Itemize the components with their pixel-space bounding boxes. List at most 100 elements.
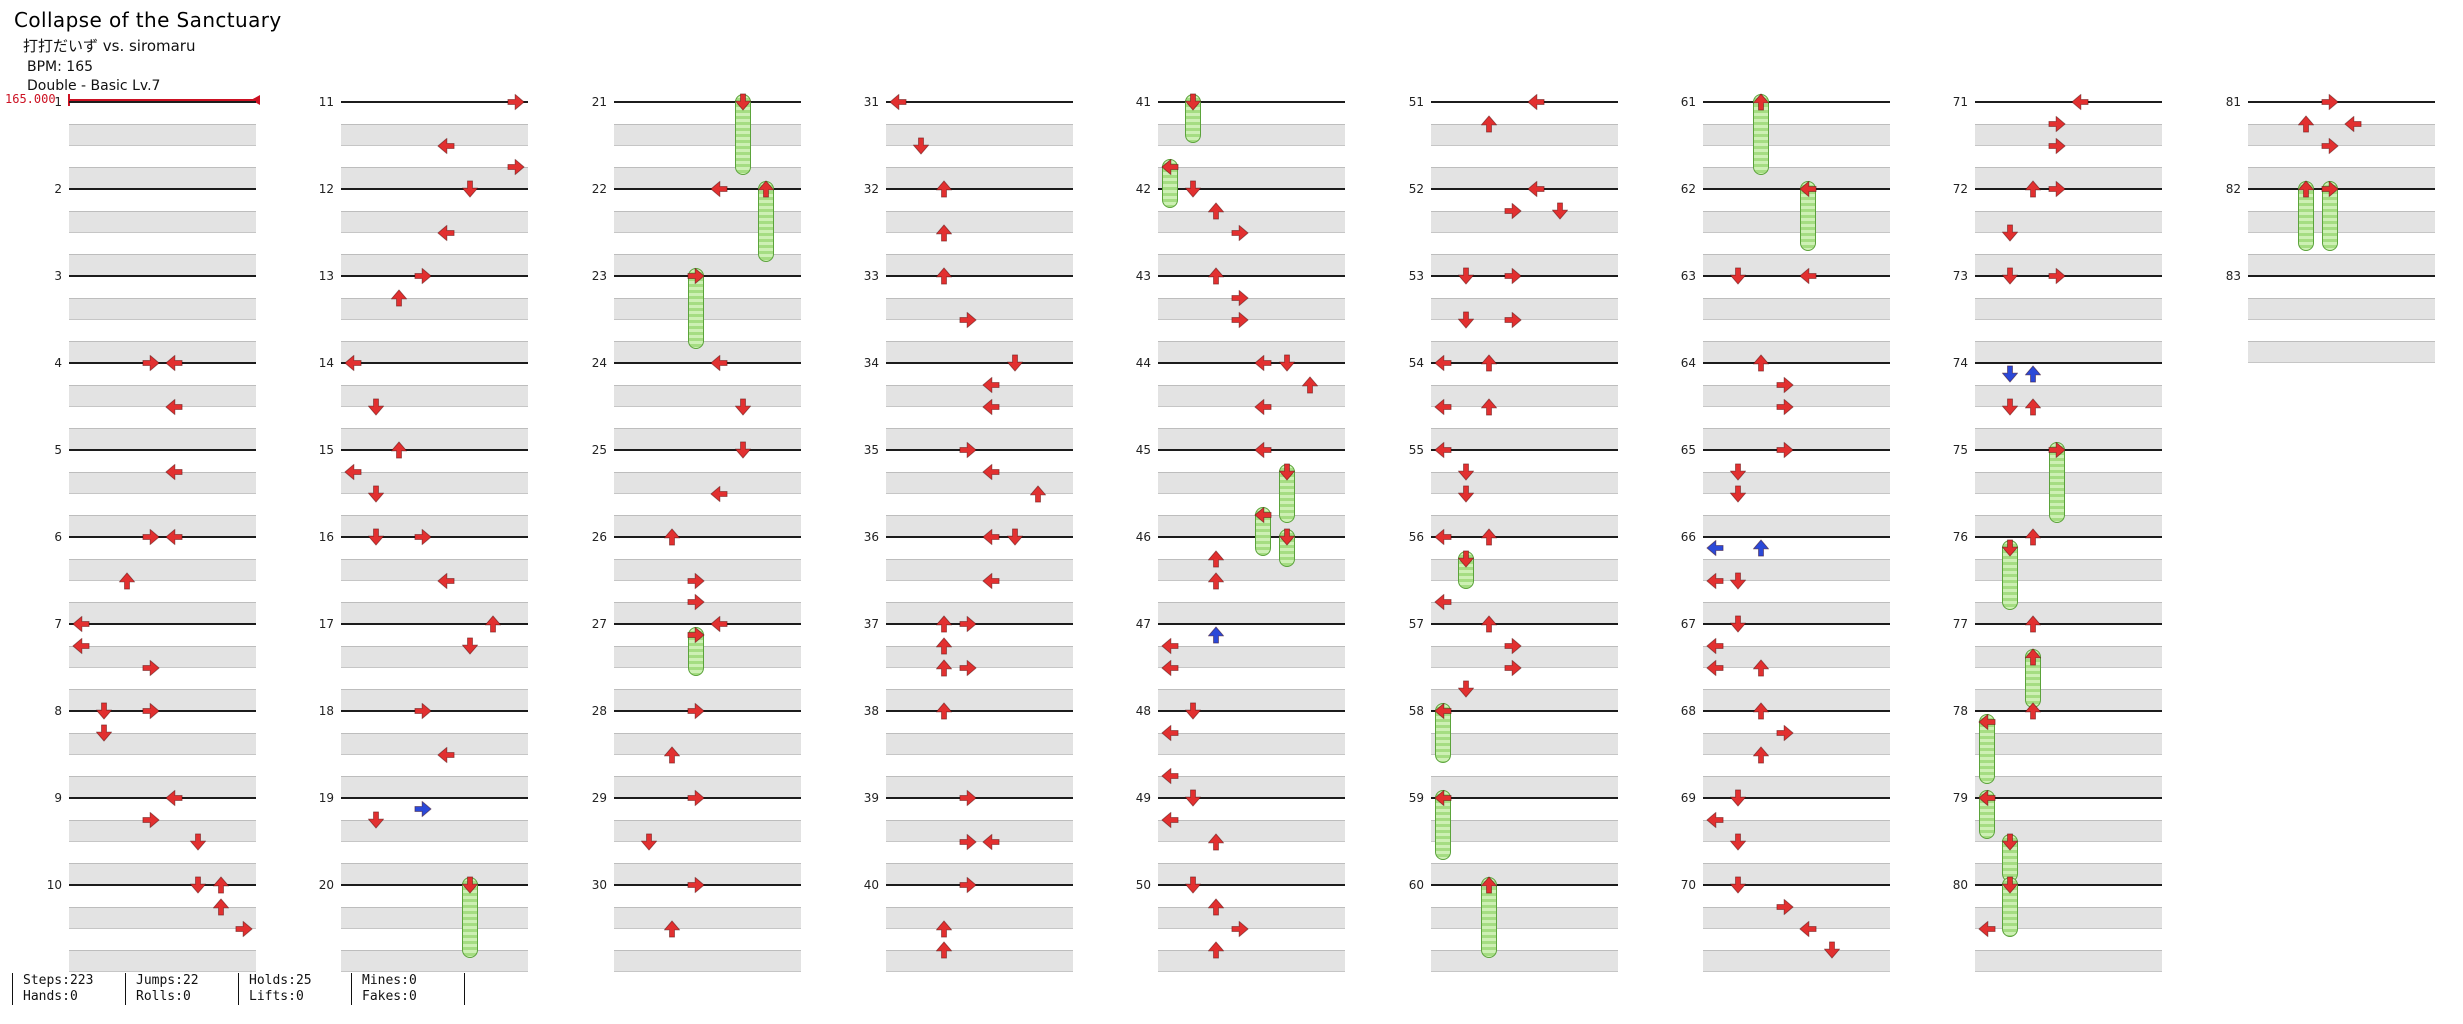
arrow-icon [72,637,90,654]
beat-row [1431,297,1618,320]
measure-number: 3 [54,269,62,283]
beat-row [1975,341,2162,363]
arrow-icon [1457,484,1475,503]
measure-line [1703,710,1890,712]
arrow-icon [710,180,728,198]
beat-row [614,798,801,820]
arrow-note [1504,311,1522,329]
arrow-note [189,876,207,894]
measure-line [69,710,256,712]
beat-row [341,102,528,124]
arrow-note [1006,354,1024,372]
measure-number: 39 [863,791,879,805]
measure-number: 41 [1135,95,1151,109]
beat-row [886,581,1073,603]
arrow-note [2297,115,2315,133]
arrow-icon [2025,702,2042,720]
arrow-note [687,876,705,894]
arrow-note [1776,398,1794,416]
arrow-icon [1776,898,1794,915]
beat-row [69,102,256,124]
arrow-icon [391,289,408,307]
arrow-icon [1006,528,1023,546]
beat-row [614,102,801,124]
beat-row [1158,233,1345,255]
beat-row [69,407,256,429]
arrow-icon [1208,571,1225,590]
arrow-icon [461,637,478,655]
measure-line [1975,884,2162,886]
arrow-note [959,659,977,677]
arrow-icon [1799,920,1817,937]
beat-row [1703,146,1890,168]
arrow-note [687,789,705,807]
arrow-icon [687,594,705,611]
arrow-icon [1161,724,1179,741]
beat-row [341,233,528,255]
beat-row [1431,645,1618,668]
beat-row [1431,384,1618,407]
arrow-icon [142,659,160,676]
beat-row [1703,950,1890,972]
stat-rolls: Rolls:0 [136,989,191,1004]
beat-row [614,341,801,363]
arrow-note [959,311,977,329]
arrow-note [1161,767,1179,785]
beat-row [341,645,528,668]
arrow-icon [1481,397,1498,416]
measure: 46 [1136,528,1345,624]
beat-row [69,842,256,864]
measure-number: 21 [591,95,607,109]
beat-row [69,755,256,777]
arrow-note [2001,832,2019,851]
measure-line [69,275,256,277]
measure-line [1431,362,1618,364]
arrow-icon [1161,659,1179,676]
arrow-note [734,93,752,111]
arrow-note [1161,659,1179,677]
measure: 34 [864,354,1073,450]
song-difficulty: Double - Basic Lv.7 [27,78,161,94]
arrow-icon [936,702,953,720]
arrow-icon [1527,93,1545,111]
arrow-note [507,158,525,176]
hold-note [1434,703,1451,763]
arrow-icon [1504,659,1522,676]
measure-number: 61 [1680,95,1696,109]
measure-number: 9 [54,791,62,805]
beat-row [1431,950,1618,972]
measure-line [1703,536,1890,538]
measure-line [1703,188,1890,190]
beat-row [69,537,256,559]
arrow-icon [1729,615,1747,633]
arrow-icon [1799,267,1817,285]
arrow-note [142,354,160,372]
arrow-note [1551,202,1569,220]
measure-line [1431,449,1618,451]
arrow-icon [437,572,455,589]
arrow-icon [1434,702,1452,720]
measure-number: 28 [591,704,607,718]
measure: 20 [319,876,528,972]
beat-row [614,384,801,407]
measure-number: 72 [1952,182,1968,196]
arrow-icon [2071,93,2089,111]
arrow-note [2024,702,2042,720]
measure: 41 [1136,93,1345,208]
beat-row [886,189,1073,211]
beat-row [1975,668,2162,690]
arrow-icon [1504,202,1522,219]
beat-row [69,906,256,929]
beat-row [1431,798,1618,820]
measure: 40 [864,876,1073,972]
beat-row [1975,798,2162,820]
arrow-note [663,745,681,764]
measure: 52 [1409,180,1618,276]
measure: 45 [1136,441,1345,556]
beat-row [886,732,1073,755]
measure: 63 [1681,267,1890,363]
arrow-note [2048,267,2066,285]
arrow-icon [1278,354,1295,372]
beat-row [1975,624,2162,646]
beat-row [1703,558,1890,581]
